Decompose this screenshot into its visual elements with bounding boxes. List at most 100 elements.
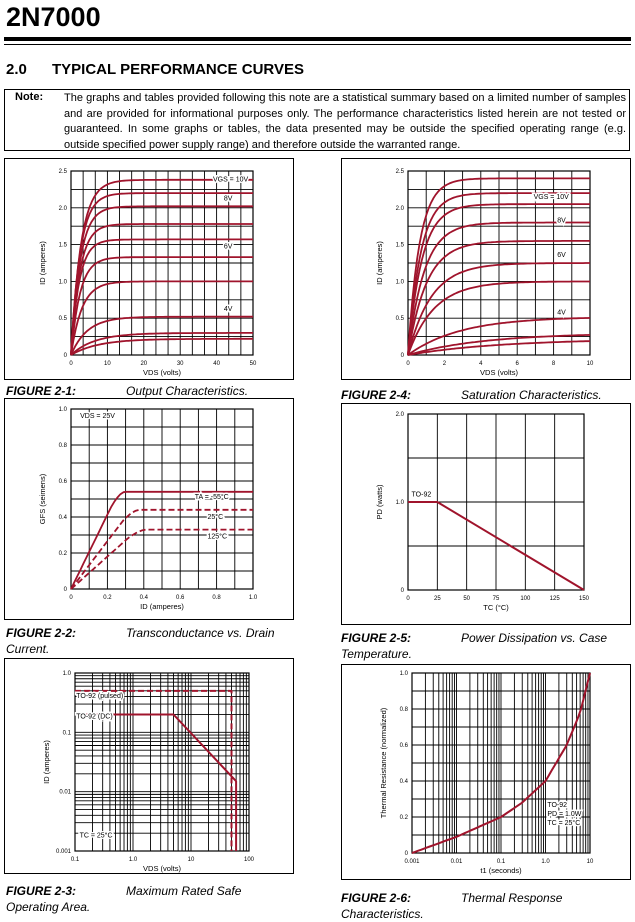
data-series-curve: [407, 240, 590, 356]
x-tick-label: 0.6: [176, 595, 185, 601]
data-series-curve: [70, 337, 253, 356]
data-series-curve: [70, 256, 253, 356]
x-tick-label: 40: [213, 361, 220, 367]
figure-caption: FIGURE 2-2: Transconductance vs. Drain Cur…: [6, 625, 296, 657]
figure-caption: FIGURE 2-6: Thermal Response Characteristi…: [341, 890, 631, 922]
data-series-curve: [70, 280, 253, 356]
y-axis-label: GFS (seimens): [38, 473, 47, 524]
chart-annotation: VGS = 10V: [534, 194, 570, 201]
y-tick-label: 0: [405, 851, 409, 857]
data-series-curve: [70, 331, 253, 356]
chart-saturation-characteristics-panel: 0 2 4 6 8 10 0 0.5 1.0 1.5 2.0 2.5 VDS (volts) ID (am…: [341, 158, 631, 380]
x-axis-label: ID (amperes): [140, 602, 184, 611]
data-series-curve: [407, 340, 591, 356]
data-series-curve: [407, 334, 591, 356]
x-tick-label: 0: [69, 595, 73, 601]
y-tick-label: 1.0: [59, 279, 68, 285]
y-tick-label: 0.01: [59, 790, 71, 796]
y-tick-label: 2.5: [59, 169, 68, 175]
figure-description-line2: Current.: [6, 642, 50, 656]
data-series-curve: [407, 177, 590, 356]
y-tick-label: 1.0: [400, 671, 409, 677]
data-series-curve: [407, 317, 591, 356]
chart-transconductance: 0 0.2 0.4 0.6 0.8 1.0 0 0.2 0.4 0.6 0.8 1.0 ID (ampe…: [38, 407, 258, 611]
data-series-curve: [70, 315, 253, 356]
figure-description-line2: Operating Area.: [6, 900, 91, 914]
plot-area-border: [74, 672, 250, 852]
chart-annotation: 8V: [224, 195, 233, 202]
figure-label: FIGURE 2-4:: [341, 388, 412, 402]
chart-annotation: TA = -55°C: [195, 493, 229, 501]
y-tick-label: 0.8: [400, 707, 409, 713]
figure-label: FIGURE 2-5:: [341, 631, 412, 645]
chart-annotation: 6V: [224, 243, 233, 250]
chart-power-dissipation-panel: 0 25 50 75 100 125 150 0 1.0 2.0 TC (°C) PD (watts)…: [341, 403, 631, 625]
figure-description-line2: Temperature.: [341, 647, 412, 661]
x-tick-label: 150: [579, 596, 590, 602]
x-tick-label: 125: [550, 596, 561, 602]
x-tick-label: 1.0: [129, 857, 138, 863]
y-tick-label: 1.5: [396, 243, 405, 249]
y-tick-label: 0.2: [59, 551, 68, 557]
chart-safe-operating-area-panel: 0.1 1.0 10 100 0.001 0.01 0.1 1.0 VDS (volts) ID …: [4, 658, 294, 874]
chart-output-characteristics: 0 10 20 30 40 50 0 0.5 1.0 1.5 2.0 2.5 VDS (volts) ID…: [38, 169, 257, 377]
y-tick-label: 0.5: [59, 316, 68, 322]
chart-output-characteristics-panel: 0 10 20 30 40 50 0 0.5 1.0 1.5 2.0 2.5 VDS (volts) ID…: [4, 158, 294, 380]
chart-power-dissipation: 0 25 50 75 100 125 150 0 1.0 2.0 TC (°C) PD (watts)…: [375, 412, 590, 612]
chart-annotation: 125°C: [208, 533, 228, 541]
chart-thermal-response: 0.001 0.01 0.1 1.0 10 0 0.2 0.4 0.6 0.8 1.0 t1 (sec…: [379, 671, 594, 875]
y-tick-label: 2.0: [396, 206, 405, 212]
note-label: Note:: [15, 91, 44, 103]
x-tick-label: 10: [587, 859, 594, 865]
y-tick-label: 0: [64, 587, 68, 593]
y-tick-label: 1.0: [396, 279, 405, 285]
header-rule-thick: [4, 37, 631, 41]
section-number: 2.0: [6, 61, 27, 78]
y-tick-label: 1.0: [396, 500, 405, 506]
figure-label: FIGURE 2-3:: [6, 884, 77, 898]
data-series-curve: [407, 192, 590, 356]
chart-annotation: 25°C: [208, 513, 224, 521]
x-tick-label: 0.8: [212, 595, 221, 601]
x-tick-label: 25: [434, 596, 441, 602]
y-tick-label: 2.0: [396, 412, 405, 418]
figure-description: Saturation Characteristics.: [461, 388, 602, 402]
y-axis-label: ID (amperes): [38, 241, 47, 285]
data-series-curve: [407, 221, 590, 356]
y-tick-label: 0: [401, 353, 405, 359]
x-tick-label: 30: [177, 361, 184, 367]
x-tick-label: 50: [463, 596, 470, 602]
chart-annotation: TC = 25°C: [547, 819, 580, 827]
data-series-curve: [70, 528, 253, 590]
x-tick-label: 4: [479, 361, 483, 367]
figure-caption: FIGURE 2-4: Saturation Characteristics.: [341, 387, 631, 403]
chart-annotation: TO-92: [412, 492, 432, 499]
y-tick-label: 2.5: [396, 169, 405, 175]
document-title: 2N7000: [6, 2, 101, 32]
x-tick-label: 0.01: [451, 859, 463, 865]
y-tick-label: 0.4: [400, 779, 409, 785]
x-tick-label: 50: [250, 361, 257, 367]
x-axis-label: VDS (volts): [480, 368, 518, 377]
y-tick-label: 0.6: [59, 479, 68, 485]
chart-annotation: 8V: [557, 218, 566, 225]
chart-thermal-response-panel: 0.001 0.01 0.1 1.0 10 0 0.2 0.4 0.6 0.8 1.0 t1 (sec…: [341, 664, 631, 880]
x-axis-label: VDS (volts): [143, 368, 181, 377]
x-tick-label: 0: [406, 361, 410, 367]
y-tick-label: 0.2: [400, 815, 409, 821]
figure-caption: FIGURE 2-1: Output Characteristics.: [6, 383, 296, 399]
x-tick-label: 0: [406, 596, 410, 602]
x-axis-label: VDS (volts): [143, 864, 181, 873]
figure-description: Power Dissipation vs. Case: [461, 631, 608, 645]
y-axis-label: ID (amperes): [375, 241, 384, 285]
x-tick-label: 0.2: [103, 595, 112, 601]
chart-annotation: TO-92 (DC): [76, 714, 112, 721]
chart-annotation: PD = 1.0W: [547, 811, 581, 818]
x-tick-label: 8: [552, 361, 556, 367]
chart-annotation: TO-92: [547, 802, 567, 809]
chart-annotation: 4V: [557, 310, 566, 317]
figure-description: Transconductance vs. Drain: [126, 626, 275, 640]
y-tick-label: 0.1: [63, 730, 72, 736]
chart-saturation-characteristics: 0 2 4 6 8 10 0 0.5 1.0 1.5 2.0 2.5 VDS (volts) ID (am…: [375, 169, 594, 377]
chart-safe-operating-area: 0.1 1.0 10 100 0.001 0.01 0.1 1.0 VDS (volts) ID …: [42, 671, 255, 873]
